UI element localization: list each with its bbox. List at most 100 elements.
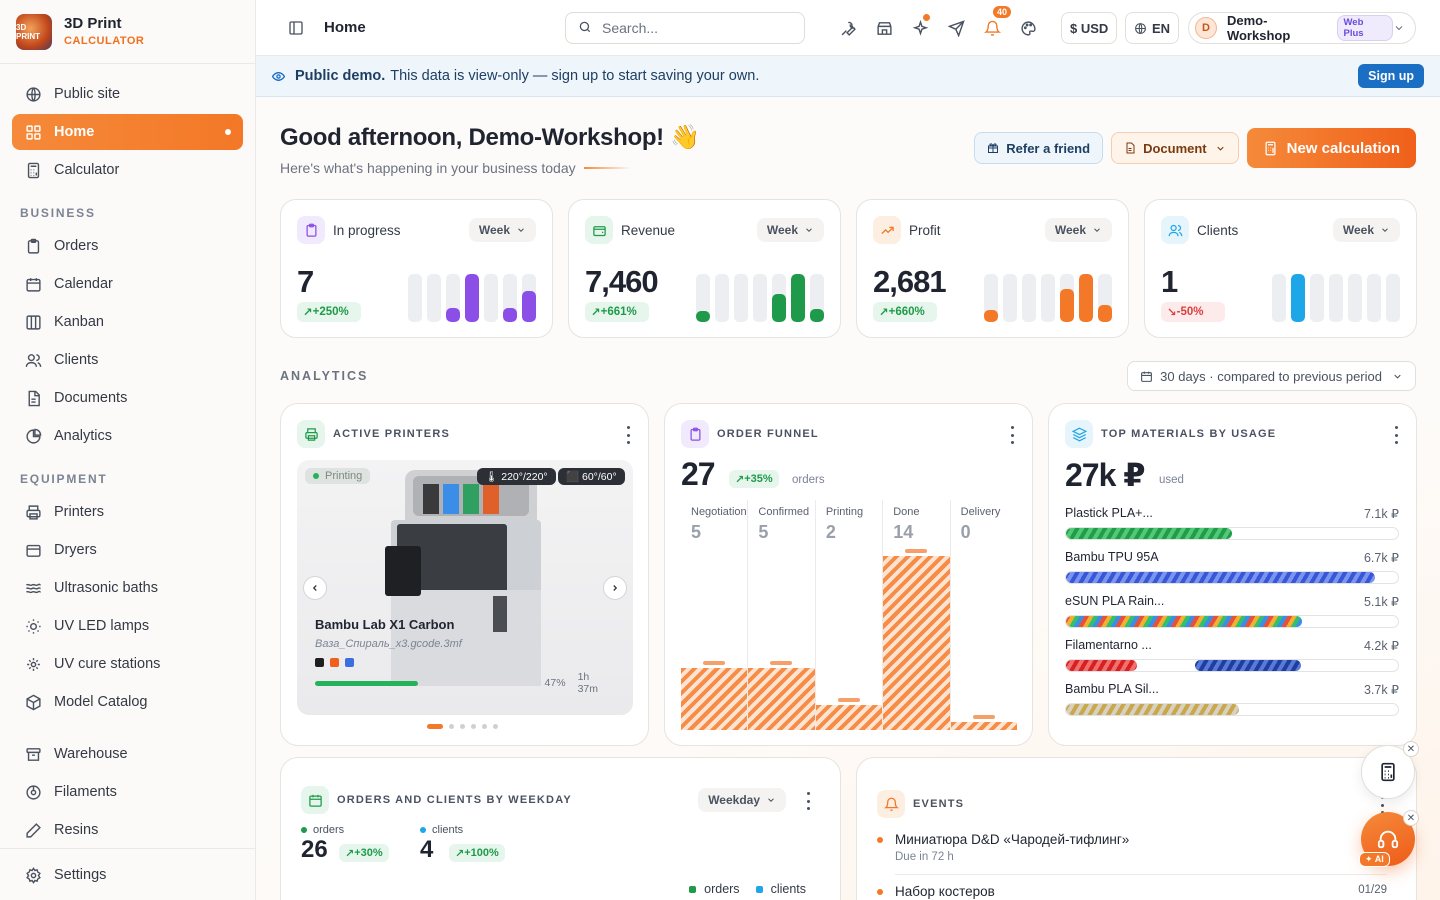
period-select[interactable]: Week: [1332, 218, 1400, 242]
more-options-button[interactable]: [802, 792, 814, 810]
user-name: Demo-Workshop: [1226, 13, 1291, 43]
theme-button[interactable]: [1010, 14, 1046, 42]
carousel-next-button[interactable]: [603, 576, 627, 600]
document-dropdown-button[interactable]: Document: [1111, 132, 1239, 164]
sidebar-item-documents[interactable]: Documents: [12, 380, 243, 416]
sidebar-item-ultrasonic-baths[interactable]: Ultrasonic baths: [12, 570, 243, 606]
user-menu-button[interactable]: D Demo-Workshop Web Plus: [1188, 12, 1416, 44]
sidebar-item-analytics[interactable]: Analytics: [12, 418, 243, 454]
funnel-bar-cap: [972, 715, 995, 719]
period-select[interactable]: Week: [756, 218, 824, 242]
sidebar-item-uv-led-lamps[interactable]: UV LED lamps: [12, 608, 243, 644]
send-button[interactable]: [938, 14, 974, 42]
sidebar-item-filaments[interactable]: Filaments: [12, 774, 243, 810]
ai-assistant-button[interactable]: ✦ AI: [1359, 812, 1415, 867]
demo-banner: Public demo. This data is view-only — si…: [256, 56, 1440, 97]
material-row[interactable]: eSUN PLA Rain... 5.1k ₽: [1065, 594, 1399, 638]
app-logo-area[interactable]: 3D PRINT 3D Print CALCULATOR: [0, 0, 255, 64]
more-options-button[interactable]: [1006, 426, 1018, 444]
stat-label: Revenue: [621, 222, 676, 238]
carousel-prev-button[interactable]: [303, 576, 327, 600]
legend-clients[interactable]: clients: [755, 882, 806, 896]
refer-friend-button[interactable]: Refer a friend: [974, 132, 1104, 164]
stat-card-profit[interactable]: Profit Week 2,681 ↗ +660%: [856, 199, 1129, 338]
sidebar-item-calendar[interactable]: Calendar: [12, 266, 243, 302]
card-title: ORDER FUNNEL: [717, 428, 819, 440]
stat-bar: [465, 274, 479, 322]
stat-delta-value: +250%: [312, 306, 349, 318]
legend-orders[interactable]: orders: [689, 882, 740, 896]
carousel-dot[interactable]: [449, 724, 454, 729]
stat-card-clients[interactable]: Clients Week 1 ↘ -50%: [1144, 199, 1417, 338]
sidebar-item-home[interactable]: Home: [12, 114, 243, 150]
material-row[interactable]: Bambu TPU 95A 6.7k ₽: [1065, 550, 1399, 594]
funnel-stage[interactable]: Done 14: [883, 500, 951, 730]
new-calculation-button[interactable]: New calculation: [1246, 128, 1416, 168]
funnel-stage[interactable]: Printing 2: [815, 500, 884, 730]
sidebar-item-settings[interactable]: Settings: [12, 857, 243, 893]
sidebar-item-model-catalog[interactable]: Model Catalog: [12, 684, 243, 720]
sidebar-item-dryers[interactable]: Dryers: [12, 532, 243, 568]
notifications-button[interactable]: 40: [974, 6, 1012, 42]
period-select[interactable]: Week: [1044, 218, 1112, 242]
grid-icon: [24, 123, 42, 141]
stat-label: Clients: [1197, 222, 1239, 238]
period-select[interactable]: Week: [468, 218, 536, 242]
store-button[interactable]: [866, 14, 902, 42]
floating-calculator-button[interactable]: [1361, 745, 1415, 799]
close-calculator-button[interactable]: ✕: [1403, 741, 1419, 757]
chevron-down-icon: [1382, 228, 1388, 232]
sidebar-item-kanban[interactable]: Kanban: [12, 304, 243, 340]
header-icon-group: 40: [830, 6, 1046, 42]
carousel-dot[interactable]: [471, 724, 476, 729]
printer-info[interactable]: Bambu Lab X1 Carbon Ваза_Спираль_x3.gcod…: [305, 607, 621, 705]
legend-orders-label: orders: [704, 882, 740, 896]
sidebar-item-warehouse[interactable]: Warehouse: [12, 736, 243, 772]
material-value: 5.1k ₽: [1363, 595, 1399, 609]
sidebar-toggle-button[interactable]: [286, 18, 306, 38]
event-item[interactable]: Миниатюра D&D «Чародей-тифлинг» Due in 7…: [877, 832, 1387, 863]
search-input[interactable]: Search...: [565, 12, 805, 44]
weekday-select[interactable]: Weekday: [698, 788, 786, 812]
whats-new-button[interactable]: [902, 14, 938, 42]
material-name: Bambu PLA Sil...: [1065, 682, 1159, 696]
event-item[interactable]: Набор костеров 01/29: [877, 884, 1387, 899]
funnel-stage[interactable]: Confirmed 5: [748, 500, 816, 730]
users-icon: [24, 351, 42, 369]
sidebar-item-printers[interactable]: Printers: [12, 494, 243, 530]
analytics-range-select[interactable]: 30 days · compared to previous period: [1127, 361, 1416, 391]
material-row[interactable]: Bambu PLA Sil... 3.7k ₽: [1065, 682, 1399, 726]
material-row[interactable]: Plastick PLA+... 7.1k ₽: [1065, 506, 1399, 550]
funnel-stage[interactable]: Delivery 0: [950, 500, 1018, 730]
language-select[interactable]: EN: [1125, 12, 1180, 44]
sidebar-item-orders[interactable]: Orders: [12, 228, 243, 264]
carousel-dot[interactable]: [427, 724, 443, 729]
wrench-icon: [841, 21, 856, 36]
carousel-dot[interactable]: [460, 724, 465, 729]
stat-bar: [1329, 274, 1343, 322]
close-ai-button[interactable]: ✕: [1403, 810, 1419, 826]
sidebar-item-label: UV LED lamps: [54, 618, 150, 634]
more-options-button[interactable]: [1390, 426, 1402, 444]
stat-card-in-progress[interactable]: In progress Week 7 ↗ +250%: [280, 199, 553, 338]
waves-icon: [24, 579, 42, 597]
globe-icon: [1135, 22, 1146, 34]
sidebar-item-clients[interactable]: Clients: [12, 342, 243, 378]
more-options-button[interactable]: [622, 426, 634, 444]
headset-icon: [1377, 830, 1399, 849]
stat-card-revenue[interactable]: Revenue Week 7,460 ↗ +661%: [568, 199, 841, 338]
currency-select[interactable]: $ USD: [1061, 12, 1118, 44]
carousel-dot[interactable]: [482, 724, 487, 729]
calculator-icon: [1381, 762, 1395, 782]
funnel-stage[interactable]: Negotiation 5: [681, 500, 749, 730]
sign-up-button[interactable]: Sign up: [1358, 64, 1424, 88]
stat-bar: [1060, 274, 1074, 322]
material-row[interactable]: Filamentarno ... 4.2k ₽: [1065, 638, 1399, 682]
carousel-dot[interactable]: [493, 724, 498, 729]
sidebar-item-calculator[interactable]: Calculator: [12, 152, 243, 188]
sidebar-item-uv-cure-stations[interactable]: UV cure stations: [12, 646, 243, 682]
sidebar-item-public-site[interactable]: Public site: [12, 76, 243, 112]
tools-button[interactable]: [830, 14, 866, 42]
orders-dot: [301, 827, 307, 833]
sidebar-item-resins[interactable]: Resins: [12, 812, 243, 848]
